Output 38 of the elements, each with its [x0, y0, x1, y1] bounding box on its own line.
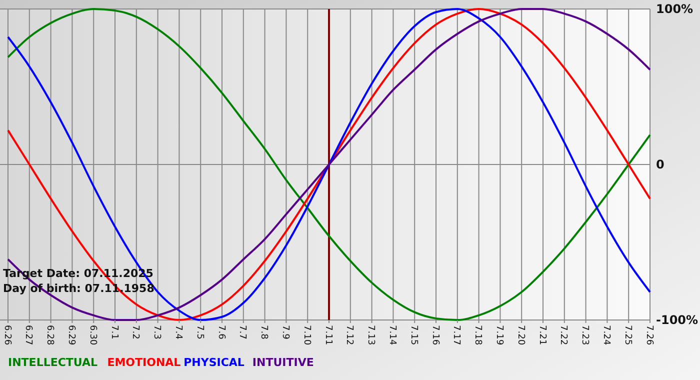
x-tick-label: 7.6 [216, 325, 226, 340]
text: INTELLECTUAL [8, 356, 98, 369]
x-tick-label: 7.18 [472, 325, 483, 346]
y-tick-label: 0 [656, 158, 664, 172]
x-tick-label: 7.11 [322, 325, 333, 346]
x-tick-label: 7.17 [451, 325, 462, 346]
x-tick-label: 7.9 [280, 325, 290, 340]
x-tick-label: 7.5 [194, 325, 204, 340]
x-tick-label: 6.30 [87, 325, 98, 346]
x-tick-label: 7.14 [387, 325, 398, 346]
x-tick-label: 6.28 [44, 325, 55, 346]
text: INTUITIVE [252, 356, 314, 369]
text: EMOTIONAL [107, 356, 181, 369]
x-tick-label: 7.7 [237, 325, 248, 340]
x-tick-label: 7.2 [130, 325, 140, 340]
y-tick-label: 100% [656, 2, 694, 16]
x-tick-label: 7.15 [408, 325, 418, 346]
x-tick-label: 7.25 [622, 325, 632, 346]
x-tick-label: 7.24 [601, 325, 612, 346]
x-tick-label: 7.10 [301, 325, 312, 346]
x-tick-label: 6.26 [2, 325, 12, 346]
x-tick-label: 7.3 [152, 325, 162, 340]
x-tick-label: 7.8 [258, 325, 269, 340]
x-tick-label: 7.12 [344, 325, 354, 346]
x-tick-label: 7.4 [173, 325, 184, 340]
x-tick-label: 7.26 [644, 325, 654, 346]
x-tick-label: 7.16 [430, 325, 440, 346]
text: PHYSICAL [184, 356, 244, 369]
x-tick-label: 7.19 [494, 325, 504, 346]
x-tick-label: 7.13 [366, 325, 376, 346]
x-tick-label: 6.29 [66, 325, 76, 346]
y-tick-label: -100% [656, 313, 698, 328]
x-tick-label: 7.20 [515, 325, 526, 346]
x-tick-label: 7.23 [580, 325, 590, 346]
x-tick-label: 7.22 [558, 325, 568, 346]
x-tick-label: 7.21 [536, 325, 547, 346]
x-tick-label: 6.27 [23, 325, 34, 346]
x-tick-label: 7.1 [108, 325, 119, 340]
